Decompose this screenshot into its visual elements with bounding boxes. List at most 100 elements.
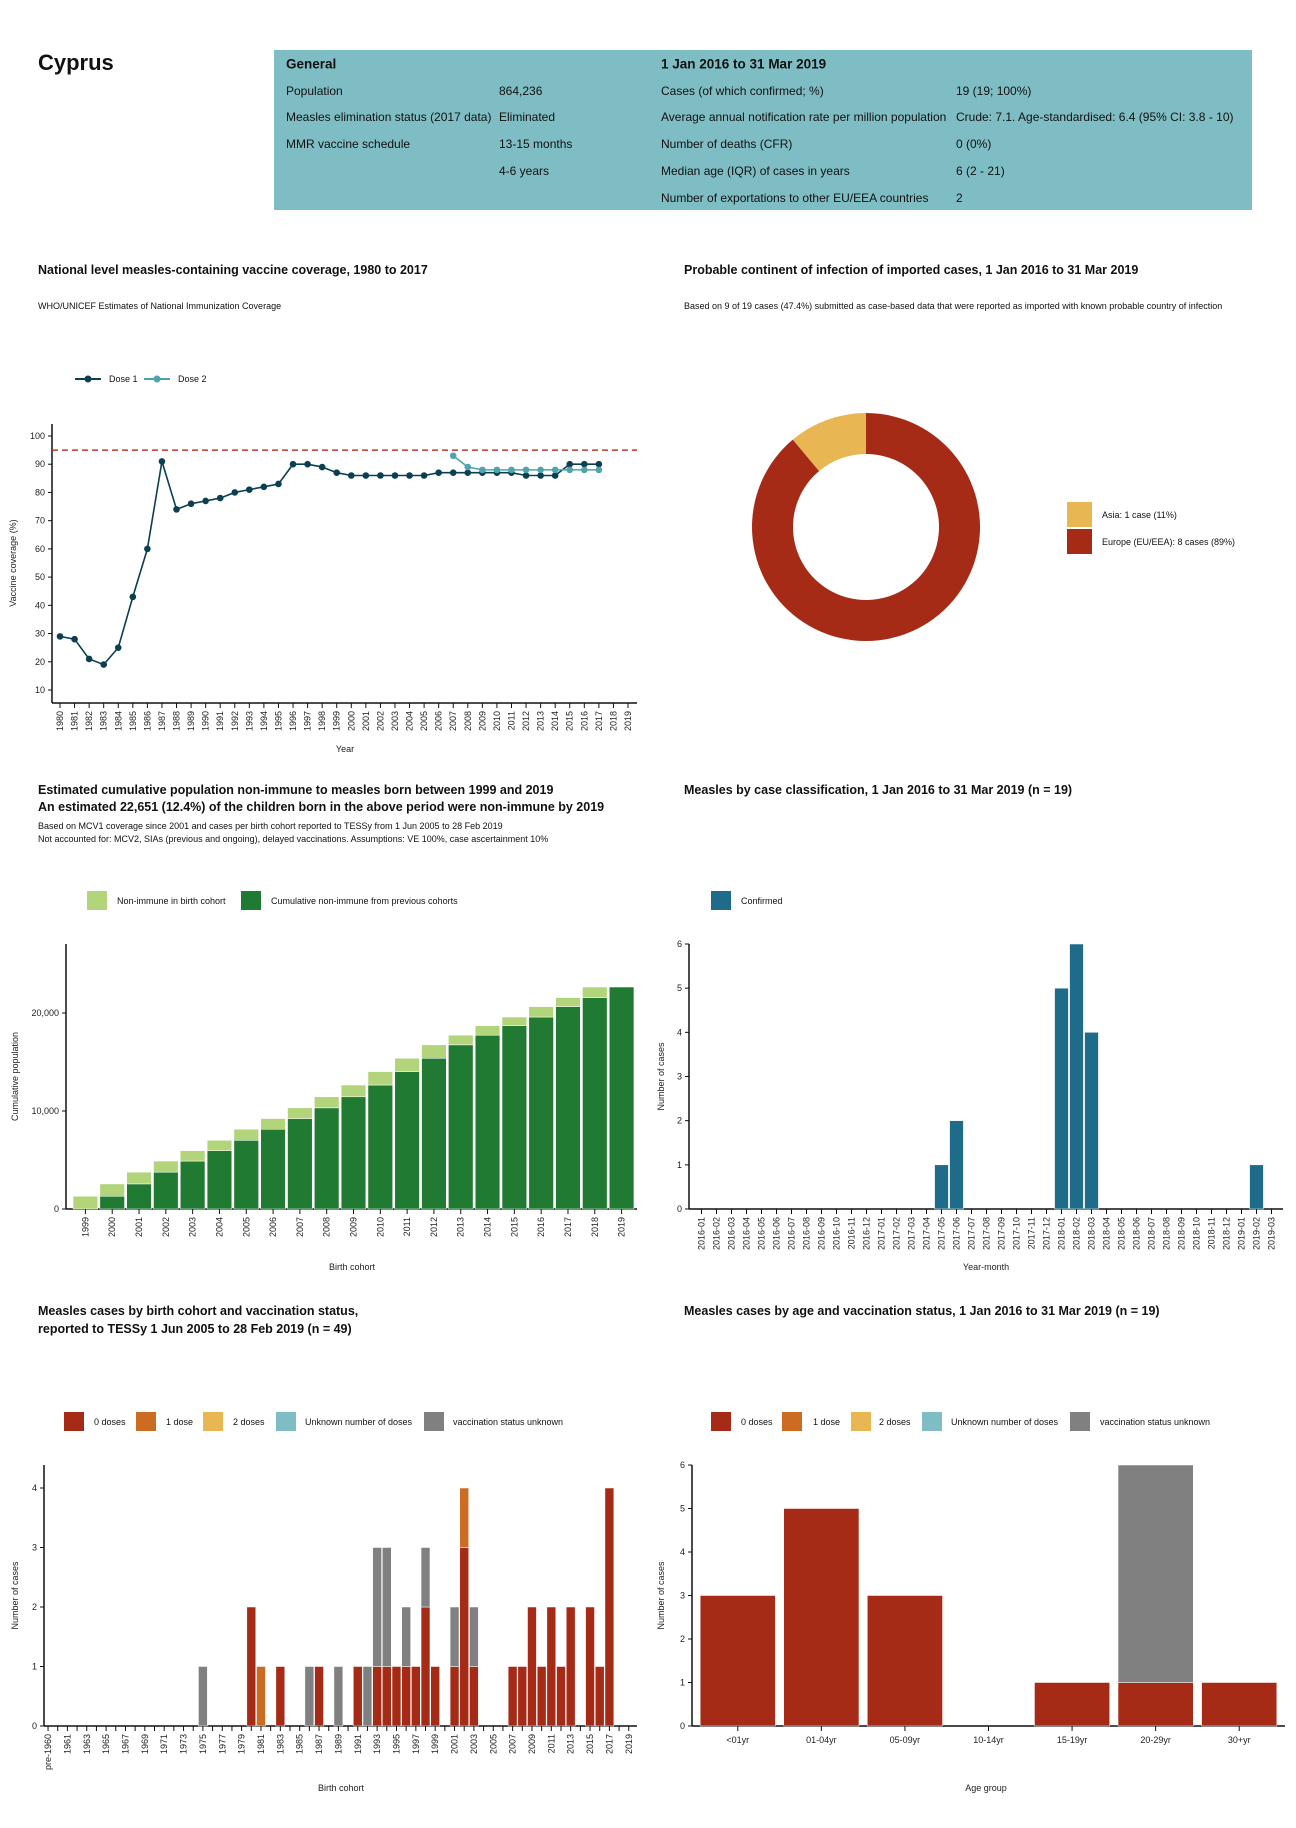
data-point-dose1 [420, 472, 428, 479]
x-tick-label: 1998 [317, 711, 327, 731]
info-label: Average annual notification rate per mil… [661, 110, 947, 124]
cohort-chart-title: Measles cases by birth cohort and vaccin… [38, 1304, 359, 1318]
x-tick-label: 2004 [214, 1217, 224, 1237]
legend-label: 1 dose [813, 1417, 841, 1427]
x-axis-title: Year-month [963, 1262, 1009, 1272]
x-tick-label: 2013 [456, 1217, 466, 1237]
data-point-dose2 [508, 466, 515, 474]
legend-label: Cumulative non-immune from previous coho… [271, 895, 458, 906]
bar-cumulative-non-immune-from-previous-cohorts [260, 1128, 286, 1210]
data-point-dose1 [100, 661, 107, 668]
bar-0-doses [420, 1606, 431, 1727]
x-tick-label: 2016-09 [817, 1217, 827, 1250]
bar-confirmed [1084, 1032, 1099, 1210]
x-tick-label: 2003 [469, 1734, 479, 1754]
y-tick-label: 3 [680, 1591, 685, 1601]
legend-swatch [711, 1412, 731, 1431]
legend-asia: Asia: 1 case (11%) [1067, 502, 1177, 527]
bar-confirmed [949, 1120, 964, 1210]
bar-vaccination-status-unknown [333, 1666, 344, 1727]
y-axis-title: Number of cases [656, 1561, 666, 1630]
x-tick-label: 1973 [179, 1734, 189, 1754]
data-point-dose2 [449, 452, 457, 460]
data-point-dose1 [173, 506, 180, 513]
data-point-dose1 [114, 644, 122, 651]
x-tick-label: 2015 [585, 1734, 595, 1754]
x-tick-label: 1963 [82, 1734, 92, 1754]
data-point-dose1 [202, 497, 209, 505]
legend-label: vaccination status unknown [1100, 1417, 1211, 1427]
x-tick-label: 1995 [391, 1734, 401, 1754]
x-tick-label: 2017-09 [997, 1217, 1007, 1250]
x-tick-label: 2016-04 [742, 1217, 752, 1250]
x-tick-label: 1994 [259, 711, 269, 731]
x-tick-label: 2013 [536, 711, 546, 731]
data-point-dose1 [275, 480, 282, 488]
x-tick-label: 2001 [134, 1217, 144, 1237]
x-tick-label: 15-19yr [1057, 1735, 1088, 1745]
bar-confirmed [1054, 987, 1069, 1210]
legend-swatch [851, 1412, 871, 1431]
legend-label: 0 doses [741, 1417, 773, 1427]
info-value: 0 (0%) [956, 137, 992, 151]
bar-cumulative-non-immune-from-previous-cohorts [501, 1025, 527, 1210]
bar-vaccination-status-unknown [420, 1547, 431, 1608]
x-tick-label: 2016-03 [727, 1217, 737, 1250]
data-point-dose2 [522, 466, 530, 474]
age-vaccination-bar-chart: 0 1 2 3 4 5 6 <01yr 01-04yr 05-09yr 10-14yr 15-19yr… [656, 1460, 1285, 1793]
bar-cumulative-non-immune-from-previous-cohorts [555, 1006, 581, 1210]
x-tick-label: 20-29yr [1140, 1735, 1171, 1745]
x-tick-label: 2010 [492, 711, 502, 731]
bar-0-doses [565, 1606, 576, 1727]
bar-0-doses [536, 1666, 547, 1727]
info-label: MMR vaccine schedule [286, 137, 411, 151]
x-tick-label: 1985 [128, 711, 138, 731]
x-tick-label: 2001 [450, 1734, 460, 1754]
x-axis-title: Year [336, 744, 354, 754]
y-tick-label: 0 [32, 1721, 37, 1731]
bar-non-immune-in-birth-cohort [474, 1025, 501, 1036]
bar-0-doses [411, 1666, 421, 1727]
y-tick-label: 90 [35, 459, 45, 469]
bar-0-doses [391, 1666, 402, 1727]
bar-non-immune-in-birth-cohort [582, 986, 608, 998]
x-tick-label: 2014 [483, 1217, 493, 1237]
y-tick-label: 10,000 [31, 1106, 59, 1116]
bar-non-immune-in-birth-cohort [206, 1140, 233, 1151]
summary-info-box: General Population 864,236 Measles elimi… [274, 50, 1252, 210]
legend-confirmed: Confirmed [711, 891, 783, 910]
x-tick-label: 1993 [244, 711, 254, 731]
x-tick-label: 2017-06 [952, 1217, 962, 1250]
cohort-chart-title2: reported to TESSy 1 Jun 2005 to 28 Feb 2… [38, 1322, 352, 1336]
data-point-dose2 [551, 466, 559, 474]
x-tick-label: 1997 [411, 1734, 421, 1754]
x-tick-label: 2018-06 [1132, 1217, 1142, 1250]
legend-label: 0 doses [94, 1417, 126, 1427]
x-tick-label: 2018 [590, 1217, 600, 1237]
x-tick-label: 2003 [188, 1217, 198, 1237]
x-tick-label: 1997 [303, 711, 313, 731]
info-label: Number of exportations to other EU/EEA c… [661, 191, 929, 205]
x-tick-label: 1991 [353, 1734, 363, 1754]
x-tick-label: 2008 [322, 1217, 332, 1237]
x-tick-label: 2002 [375, 711, 385, 731]
bar-non-immune-in-birth-cohort [394, 1058, 420, 1072]
bar-non-immune-in-birth-cohort [180, 1150, 206, 1162]
x-tick-label: 2016-07 [787, 1217, 797, 1250]
nonimmune-chart-title2: An estimated 22,651 (12.4%) of the child… [38, 800, 605, 814]
data-point-dose1 [362, 472, 370, 479]
x-tick-label: 2016-01 [697, 1217, 707, 1250]
legend-europe: Europe (EU/EEA): 8 cases (89%) [1067, 529, 1235, 554]
nonimmune-chart-subtitle2: Not accounted for: MCV2, SIAs (previous … [38, 834, 549, 844]
y-tick-label: 5 [677, 983, 682, 993]
bar-0-doses [246, 1606, 256, 1727]
x-tick-label: pre-1960 [43, 1734, 53, 1770]
x-tick-label: 1990 [201, 711, 211, 731]
x-tick-label: 2017-01 [877, 1217, 887, 1250]
bar-vaccination-status-unknown [198, 1666, 208, 1727]
x-tick-label: 1977 [217, 1734, 227, 1754]
legend-non-immune-cohort: Non-immune in birth cohort [87, 891, 226, 910]
bar-0-doses [430, 1666, 440, 1727]
bar-vaccination-status-unknown [362, 1666, 373, 1727]
x-tick-label: 2019 [624, 1734, 634, 1754]
